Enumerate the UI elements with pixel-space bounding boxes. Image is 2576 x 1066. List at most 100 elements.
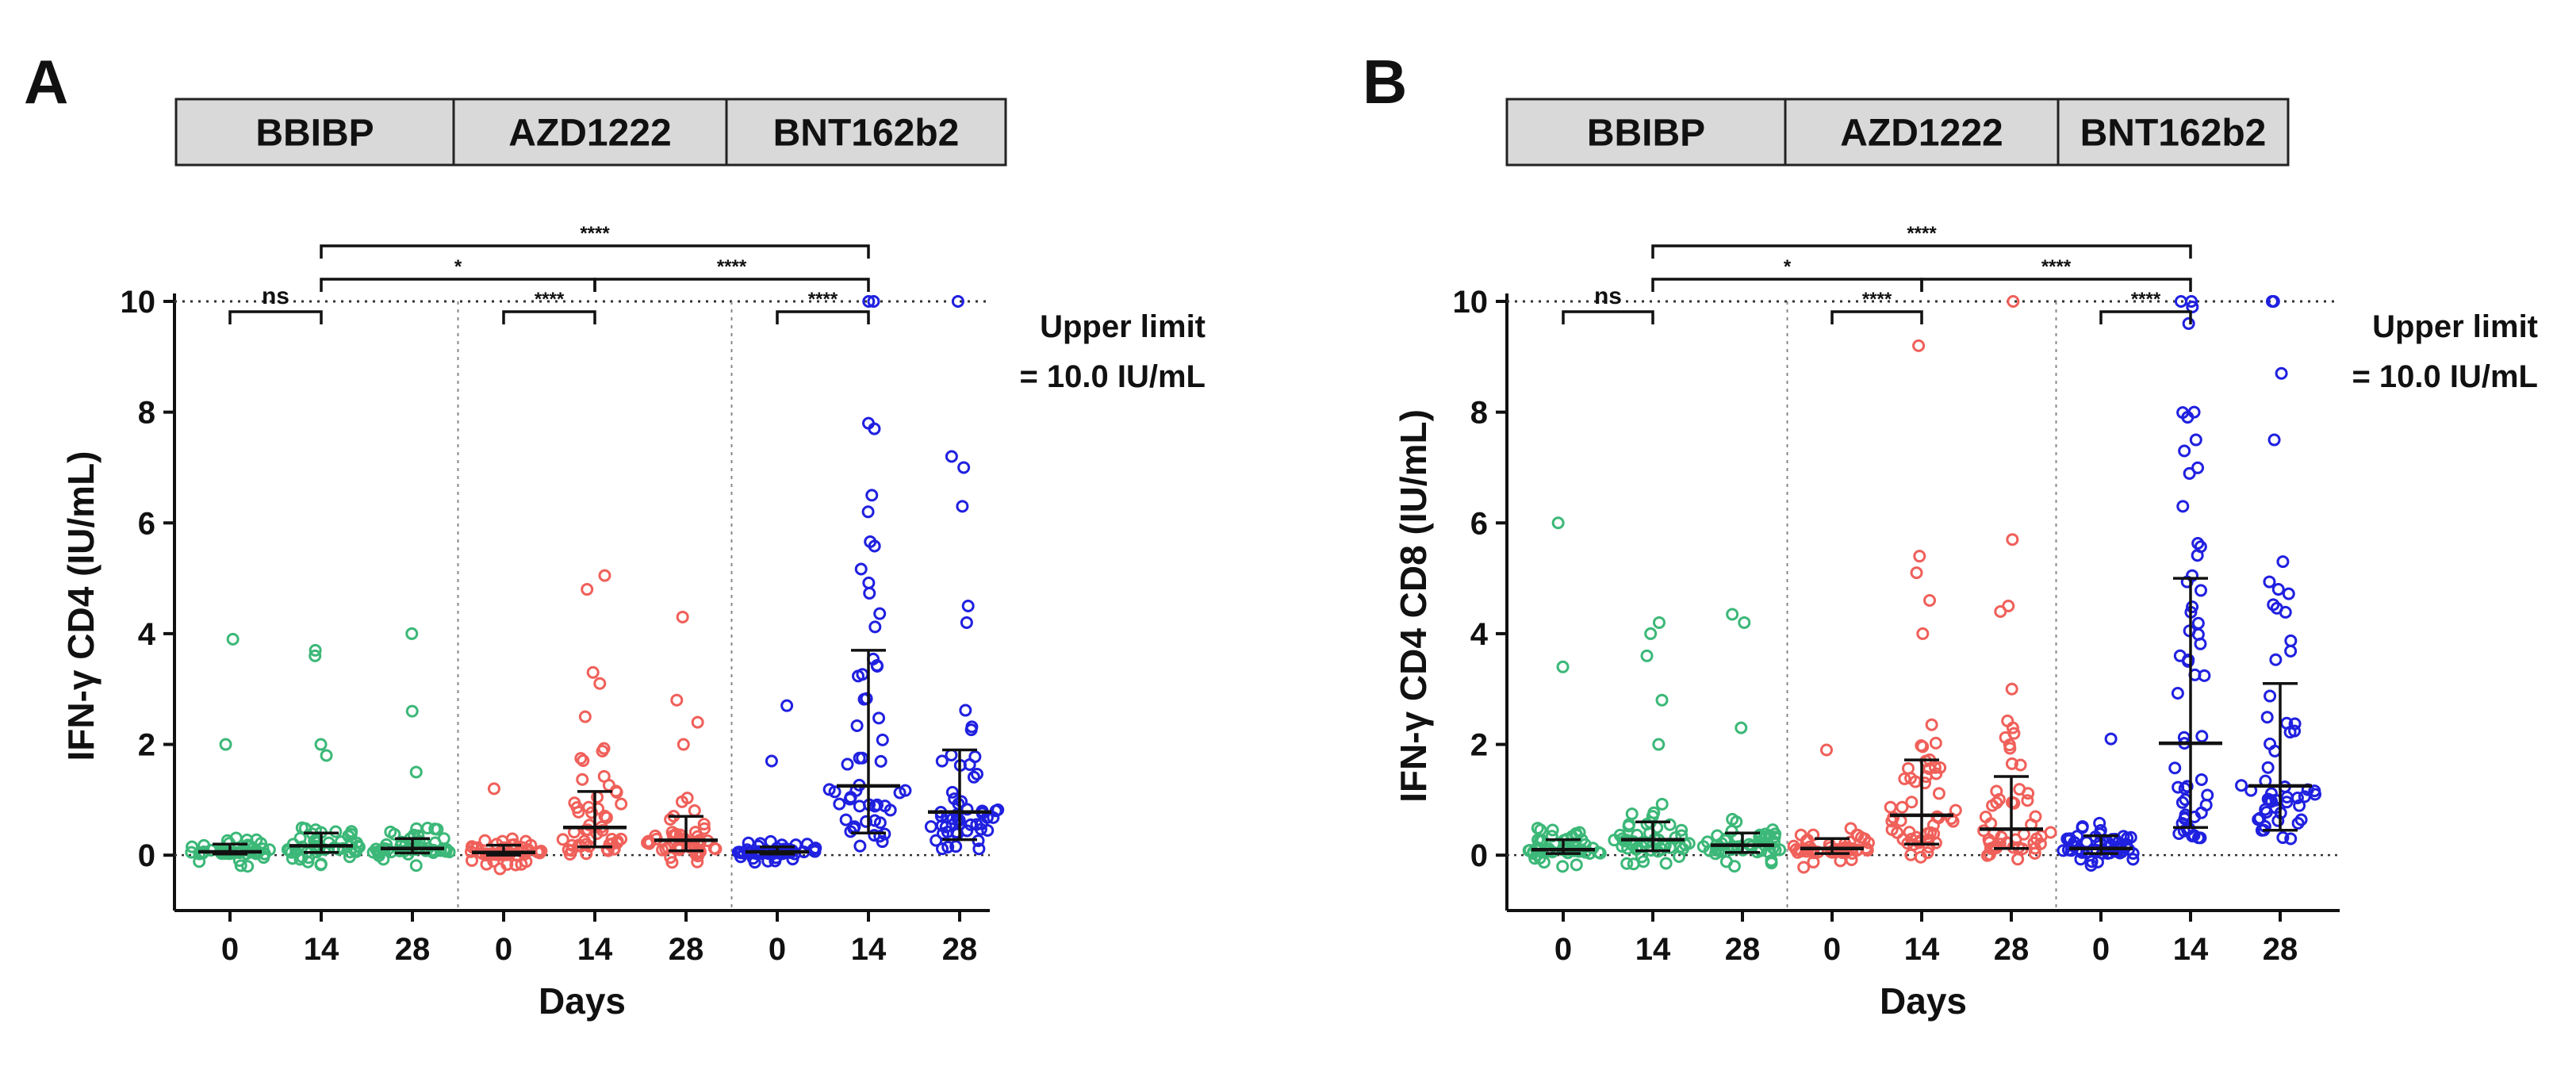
data-point (2280, 791, 2294, 804)
data-point (2195, 730, 2209, 743)
significance-label: **** (1862, 289, 1892, 310)
data-point (1769, 843, 1782, 857)
data-point (576, 773, 589, 786)
data-point (643, 836, 657, 849)
y-tick-label: 8 (1470, 396, 1488, 431)
x-tick-label: 28 (669, 932, 704, 967)
data-point (853, 839, 867, 853)
significance-bracket (776, 310, 870, 324)
data-point (295, 821, 309, 834)
data-point (765, 754, 778, 768)
data-point (936, 842, 949, 856)
x-tick-label: 0 (495, 932, 512, 967)
data-point (2003, 742, 2017, 755)
data-point (800, 838, 814, 851)
y-tick-label: 0 (1470, 838, 1488, 873)
x-axis-title: Days (539, 980, 626, 1022)
data-point (1627, 835, 1640, 849)
data-point (2104, 732, 2118, 746)
data-point (865, 489, 879, 502)
x-tick-label: 14 (1904, 932, 1940, 967)
data-point (1980, 849, 1994, 862)
data-point (670, 693, 684, 707)
data-point (1652, 615, 1666, 629)
data-point (2182, 316, 2195, 330)
data-point (493, 862, 507, 876)
vaccine-group-box (452, 98, 728, 167)
data-point (1913, 550, 1926, 563)
data-point (1622, 819, 1635, 833)
data-point (309, 643, 322, 657)
data-point (2271, 583, 2285, 596)
data-point (1910, 566, 1923, 580)
data-point (437, 832, 450, 846)
data-point (409, 859, 423, 872)
data-point (2195, 584, 2208, 597)
data-point (2005, 682, 2018, 696)
data-point (2076, 820, 2089, 834)
data-point (1637, 855, 1650, 869)
data-point (597, 742, 611, 755)
y-tick-label: 10 (121, 285, 156, 320)
data-point (870, 658, 884, 672)
vaccine-group-box (174, 98, 455, 167)
data-point (780, 699, 794, 712)
data-point (833, 797, 846, 811)
data-point (873, 607, 887, 620)
y-tick-label: 10 (1453, 285, 1489, 320)
data-point (1758, 830, 1771, 844)
data-point (844, 825, 857, 838)
data-point (405, 704, 419, 718)
data-point (939, 820, 953, 834)
vaccine-group-label: BNT162b2 (2080, 113, 2267, 155)
data-point (598, 809, 611, 823)
data-point (314, 857, 328, 871)
data-point (2028, 846, 2041, 860)
data-point (565, 838, 579, 852)
data-point (2261, 761, 2275, 774)
vaccine-group-label: BBIBP (1587, 113, 1705, 155)
data-point (2006, 721, 2019, 734)
data-point (219, 738, 232, 751)
vaccine-group-box (725, 98, 1007, 167)
data-point (2201, 788, 2214, 802)
data-point (1644, 627, 1658, 640)
data-point (691, 715, 704, 729)
data-point (421, 822, 435, 835)
vaccine-group-label: AZD1222 (508, 113, 671, 155)
data-point (586, 665, 600, 679)
data-point (1640, 649, 1654, 662)
data-point (951, 295, 964, 308)
data-point (2180, 575, 2194, 589)
data-point (1844, 822, 1857, 835)
data-point (2264, 689, 2277, 703)
significance-label: **** (808, 289, 838, 310)
data-point (1738, 615, 1751, 629)
data-point (2168, 761, 2182, 775)
y-tick-label: 0 (138, 838, 155, 873)
data-point (2075, 845, 2088, 858)
data-point (862, 295, 876, 308)
x-tick-label: 0 (769, 932, 786, 967)
data-point (2176, 500, 2190, 513)
data-point (2267, 295, 2280, 308)
data-point (854, 562, 868, 576)
data-point (689, 848, 703, 861)
significance-bracket (320, 244, 870, 259)
data-point (1949, 803, 1962, 817)
data-point (963, 757, 976, 771)
data-point (850, 719, 864, 732)
x-tick-label: 0 (221, 932, 239, 967)
data-point (957, 461, 971, 474)
data-point (853, 751, 866, 765)
data-point (1801, 833, 1815, 846)
data-point (959, 704, 972, 717)
vaccine-group-box (1505, 98, 1787, 167)
upper-limit-value: = 10.0 IU/mL (1019, 359, 1206, 394)
data-point (2235, 779, 2248, 792)
data-point (2191, 616, 2205, 630)
data-point (487, 782, 500, 796)
upper-limit-label: Upper limit (1040, 309, 1206, 344)
y-tick-label: 8 (138, 396, 155, 431)
data-point (443, 846, 456, 859)
